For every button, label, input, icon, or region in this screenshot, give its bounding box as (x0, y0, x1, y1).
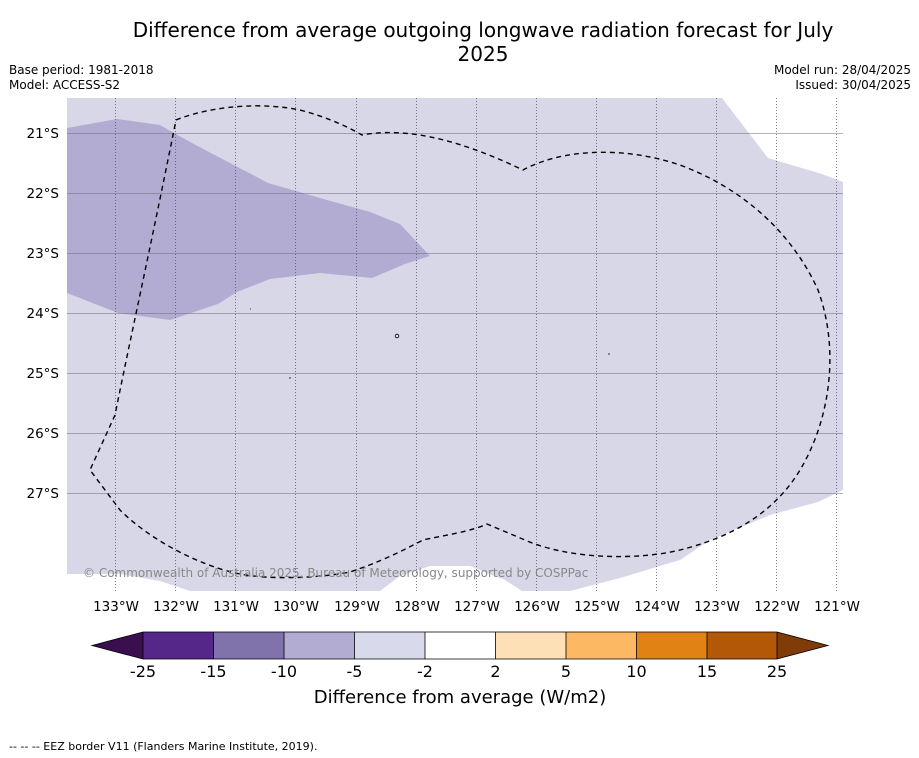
lon-label: 124°W (634, 599, 680, 615)
map-title: Difference from average outgoing longwav… (132, 18, 834, 66)
colorbar-segment (707, 632, 778, 659)
lat-label: 21°S (27, 126, 60, 142)
colorbar-segment (425, 632, 496, 659)
lon-label: 123°W (694, 599, 740, 615)
model-run: Model run: 28/04/2025 (773, 63, 911, 77)
lon-label: 128°W (394, 599, 440, 615)
lon-label: 132°W (153, 599, 199, 615)
lon-label: 133°W (93, 599, 139, 615)
colorbar-tick: 15 (697, 662, 717, 681)
colorbar-segment (284, 632, 355, 659)
lat-label: 25°S (27, 366, 60, 382)
colorbar-tick: 2 (490, 662, 500, 681)
colorbar-tick: 10 (626, 662, 646, 681)
colorbar-segment (354, 632, 426, 659)
lon-label: 129°W (334, 599, 380, 615)
colorbar-tick: -2 (417, 662, 433, 681)
anomaly-region-medium (67, 119, 430, 320)
islands (250, 308, 610, 379)
lat-labels: 21°S 22°S 23°S 24°S 25°S 26°S 27°S (27, 126, 60, 502)
colorbar-segment (636, 632, 708, 659)
lon-label: 122°W (754, 599, 800, 615)
lon-labels: 133°W 132°W 131°W 130°W 129°W 128°W 127°… (93, 599, 860, 615)
copyright-text: © Commonwealth of Australia 2025, Bureau… (83, 566, 588, 580)
meta-left: Base period: 1981-2018 Model: ACCESS-S2 (9, 63, 154, 93)
lat-label: 22°S (27, 186, 60, 202)
colorbar-tick: -25 (130, 662, 156, 681)
colorbar-segment (143, 632, 214, 659)
colorbar-tick: 5 (561, 662, 571, 681)
lon-label: 121°W (814, 599, 860, 615)
lon-label: 126°W (514, 599, 560, 615)
colorbar-tick: -10 (271, 662, 297, 681)
map-gridlines (115, 98, 837, 591)
colorbar-title: Difference from average (W/m2) (314, 687, 606, 708)
colorbar: -25 -15 -10 -5 -2 2 5 10 15 25 Differenc… (90, 631, 830, 708)
lon-label: 130°W (273, 599, 319, 615)
colorbar-segment (566, 632, 637, 659)
colorbar-tick: 25 (767, 662, 787, 681)
lon-label: 127°W (454, 599, 500, 615)
colorbar-min-extend (92, 632, 143, 659)
colorbar-max-extend (777, 632, 828, 659)
lat-label: 27°S (27, 486, 60, 502)
colorbar-segment (495, 632, 567, 659)
map-lat-gridlines (67, 133, 843, 494)
issued-date: Issued: 30/04/2025 (795, 78, 911, 92)
eez-border (89, 105, 831, 579)
colorbar-tick: -5 (347, 662, 363, 681)
colorbar-segment (213, 632, 285, 659)
footer-note: -- -- -- EEZ border V11 (Flanders Marine… (9, 740, 318, 753)
model-name: Model: ACCESS-S2 (9, 78, 121, 92)
lat-label: 24°S (27, 306, 60, 322)
lat-label: 23°S (27, 246, 60, 262)
lon-label: 125°W (574, 599, 620, 615)
colorbar-tick: -15 (200, 662, 226, 681)
meta-right: Model run: 28/04/2025 Issued: 30/04/2025 (774, 63, 911, 93)
lon-label: 131°W (213, 599, 259, 615)
lat-label: 26°S (27, 426, 60, 442)
base-period: Base period: 1981-2018 (9, 63, 154, 77)
